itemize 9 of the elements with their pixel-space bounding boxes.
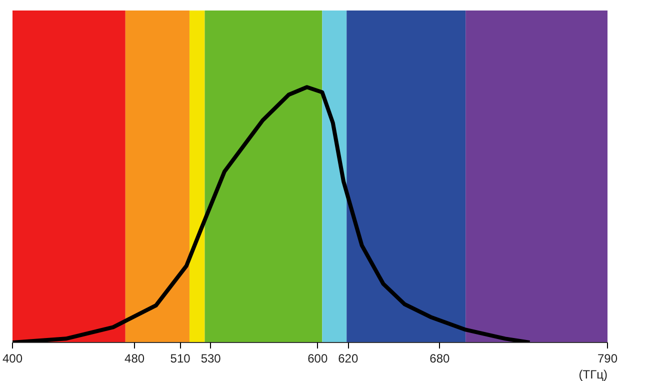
x-tick-label: 680 — [430, 352, 450, 366]
x-tick-label: 480 — [124, 352, 145, 366]
x-axis-title: (ТГц) — [578, 368, 608, 381]
x-tick-label: 620 — [338, 352, 358, 366]
x-tick-label: 790 — [597, 352, 618, 366]
x-tick-label: 600 — [308, 352, 328, 366]
x-tick-label: 400 — [2, 352, 23, 366]
x-tick-label: 510 — [170, 352, 191, 366]
x-tick-label: 530 — [200, 352, 222, 366]
